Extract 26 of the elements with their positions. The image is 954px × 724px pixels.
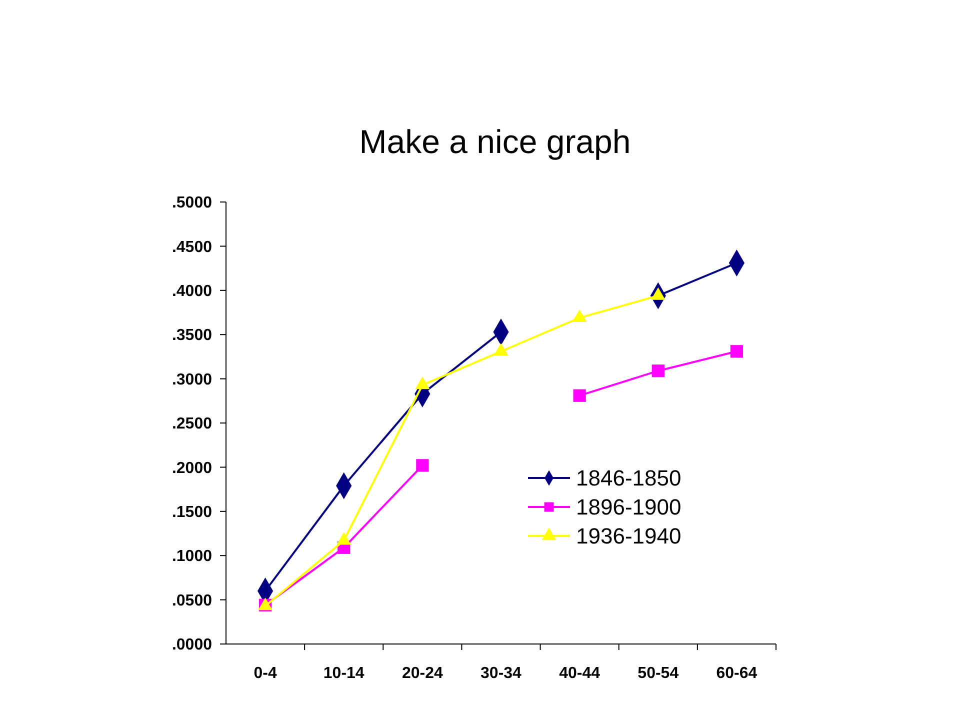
x-tick-label: 60-64 xyxy=(716,665,758,682)
y-tick-label: .1000 xyxy=(172,548,212,566)
legend-label: 1896-1900 xyxy=(576,494,682,520)
y-tick-label: .2500 xyxy=(172,416,212,433)
x-tick-label: 0-4 xyxy=(254,665,277,682)
point xyxy=(730,345,744,358)
legend-label: 1936-1940 xyxy=(576,524,682,549)
x-tick-label: 30-34 xyxy=(480,665,522,682)
y-tick-label: .5000 xyxy=(172,194,212,212)
point xyxy=(573,389,586,402)
point xyxy=(416,459,429,472)
x-tick-label: 50-54 xyxy=(638,665,679,682)
legend-label: 1846-1850 xyxy=(576,466,682,491)
y-tick-label: .0500 xyxy=(172,592,212,610)
y-tick-label: .4500 xyxy=(172,238,212,256)
x-tick-label: 40-44 xyxy=(559,665,600,682)
chart-title: Make a nice graph xyxy=(359,123,631,160)
x-tick-label: 10-14 xyxy=(323,665,364,682)
y-tick-label: .4000 xyxy=(172,283,212,300)
y-tick-label: .1500 xyxy=(172,504,212,521)
point xyxy=(652,364,664,378)
y-tick-label: .2000 xyxy=(172,460,212,477)
y-tick-label: .0000 xyxy=(172,636,212,654)
y-tick-label: .3500 xyxy=(172,327,212,344)
y-tick-label: .3000 xyxy=(172,371,212,388)
x-tick-label: 20-24 xyxy=(402,665,443,682)
